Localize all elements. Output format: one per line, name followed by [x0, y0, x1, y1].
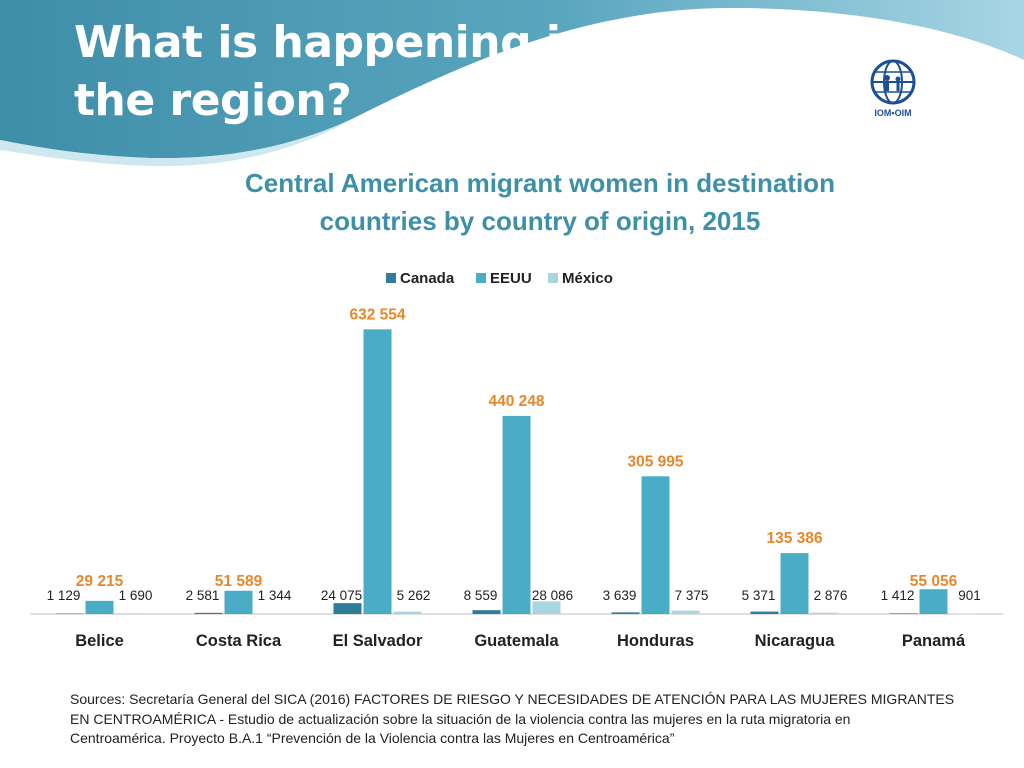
- data-label: 7 375: [675, 588, 709, 603]
- data-label: 5 371: [742, 588, 776, 603]
- bar-eeuu: [780, 553, 809, 614]
- bar-eeuu: [502, 415, 531, 614]
- legend-label: México: [562, 270, 613, 287]
- chart-title-line1: Central American migrant women in destin…: [245, 168, 835, 198]
- category-label: Guatemala: [474, 632, 559, 650]
- bar-eeuu: [641, 476, 670, 614]
- bar-canada: [611, 612, 640, 614]
- bar-méxico: [810, 612, 839, 614]
- data-label: 135 386: [766, 530, 822, 547]
- data-label: 632 554: [349, 306, 405, 323]
- legend-swatch-eeuu: [476, 273, 486, 283]
- logo-text: IOM•OIM: [874, 108, 912, 118]
- slide-title-line2: the region?: [74, 75, 352, 126]
- category-label: Honduras: [617, 632, 694, 650]
- legend-label: Canada: [400, 270, 455, 287]
- category-label: El Salvador: [333, 632, 423, 650]
- bar-méxico: [254, 613, 283, 614]
- legend-label: EEUU: [490, 270, 532, 287]
- data-label: 3 639: [603, 588, 637, 603]
- bar-canada: [472, 610, 501, 614]
- category-label: Costa Rica: [196, 632, 282, 650]
- data-label: 28 086: [532, 588, 573, 603]
- data-label: 1 412: [881, 588, 915, 603]
- bar-méxico: [115, 613, 144, 614]
- data-label: 55 056: [910, 573, 958, 590]
- bar-méxico: [393, 611, 422, 614]
- bar-canada: [750, 611, 779, 614]
- bar-eeuu: [919, 589, 948, 614]
- bar-eeuu: [363, 329, 392, 614]
- bar-méxico: [671, 610, 700, 614]
- sources-note: Sources: Secretaría General del SICA (20…: [70, 690, 970, 749]
- header-wave: [0, 0, 1024, 167]
- sources-line1: Sources: Secretaría General del SICA (20…: [70, 691, 955, 707]
- slide-title-line1: What is happening in: [74, 17, 592, 68]
- data-label: 51 589: [215, 573, 263, 590]
- bar-eeuu: [224, 590, 253, 614]
- data-label: 440 248: [488, 393, 544, 410]
- data-label: 24 075: [321, 588, 362, 603]
- chart-title-line2: countries by country of origin, 2015: [319, 206, 761, 236]
- category-label: Panamá: [902, 632, 966, 650]
- sources-line2: EN CENTROAMÉRICA - Estudio de actualizac…: [70, 710, 851, 727]
- data-label: 2 581: [186, 588, 220, 603]
- data-label: 29 215: [76, 573, 124, 590]
- category-label: Nicaragua: [755, 632, 836, 650]
- data-label: 8 559: [464, 588, 498, 603]
- data-label: 1 344: [258, 588, 292, 603]
- bar-canada: [333, 603, 362, 614]
- legend-swatch-méxico: [548, 273, 558, 283]
- globe-icon: [870, 59, 916, 105]
- chart-title: Central American migrant women in destin…: [190, 164, 890, 240]
- data-label: 5 262: [397, 588, 431, 603]
- data-label: 1 129: [47, 588, 81, 603]
- bar-canada: [194, 612, 223, 614]
- bar-méxico: [532, 601, 561, 614]
- bar-canada: [55, 613, 84, 614]
- category-label: Belice: [75, 632, 124, 650]
- data-label: 2 876: [814, 588, 848, 603]
- legend-swatch-canada: [386, 273, 396, 283]
- data-label: 901: [958, 588, 981, 603]
- data-label: 305 995: [627, 453, 683, 470]
- data-label: 1 690: [119, 588, 153, 603]
- iom-logo: IOM•OIM: [858, 58, 928, 122]
- sources-line3: Centroamérica. Proyecto B.A.1 “Prevenció…: [70, 730, 675, 746]
- bar-canada: [889, 613, 918, 614]
- slide-title: What is happening in the region?: [74, 14, 634, 130]
- bar-eeuu: [85, 600, 114, 614]
